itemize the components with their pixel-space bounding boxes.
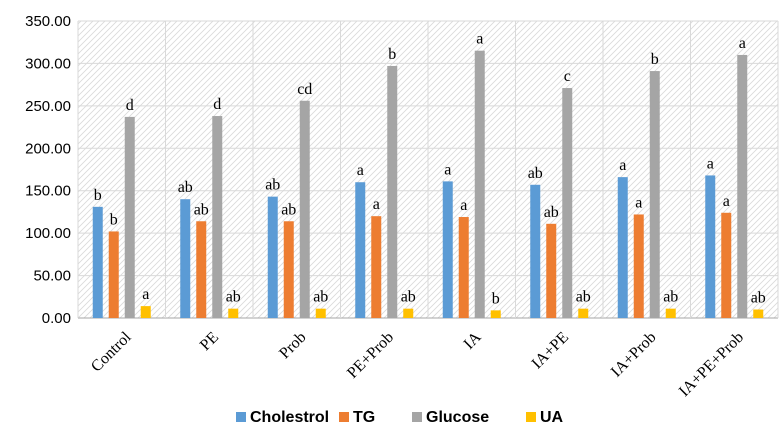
legend-swatch [236,412,246,422]
x-axis-ticks: Control PE Prob PE+Prob IA IA+PE IA+Prob IA+PE+… [88,328,747,400]
significance-label: c [564,68,571,85]
bar-cholestrol-pe [180,199,191,318]
significance-label: ab [194,201,209,218]
bar-cholestrol-ia-prob [617,177,628,318]
bar-tg-ia-pe [546,223,557,318]
bar-glucose-prob [299,100,310,318]
bar-ua-ia-pe [578,308,589,318]
bar-ua-pe-prob [403,308,414,318]
bar-glucose-ia-pe [562,88,573,318]
x-tick-label: IA+Prob [608,329,660,381]
y-tick-label: 0.00 [42,310,71,327]
bar-tg-pe-prob [371,216,382,318]
legend: Cholestrol TG Glucose UA [236,409,564,426]
bar-ua-ia-prob [665,308,676,318]
bars [92,50,764,319]
bar-tg-control [108,231,119,318]
significance-label: ab [528,165,543,182]
legend-swatch [339,412,349,422]
bar-ua-ia [490,310,501,318]
bar-cholestrol-ia-pe-prob [705,175,716,318]
significance-label: ab [544,204,559,221]
bar-cholestrol-ia [442,181,453,318]
significance-label: a [707,155,714,172]
bar-glucose-ia-pe-prob [737,54,748,318]
bar-ua-ia-pe-prob [753,309,764,318]
bar-glucose-pe-prob [387,65,398,318]
bar-cholestrol-control [92,206,103,318]
significance-label: ab [663,289,678,306]
significance-label: d [126,97,134,114]
x-tick-label: Prob [276,329,309,362]
significance-label: a [444,161,451,178]
bar-glucose-control [124,116,135,318]
bar-tg-ia-pe-prob [721,212,732,318]
significance-label: b [388,46,396,63]
significance-label: ab [178,179,193,196]
legend-swatch [526,412,536,422]
y-tick-label: 250.00 [25,98,71,115]
significance-label: b [651,51,659,68]
significance-labels: bbdaababdabababcdabaababaaabababcabaabab… [94,31,766,308]
legend-label: Glucose [426,409,489,426]
bar-cholestrol-pe-prob [355,182,366,318]
bar-glucose-pe [212,116,223,318]
y-tick-label: 150.00 [25,183,71,200]
bar-tg-ia-prob [633,214,644,318]
significance-label: ab [226,289,241,306]
y-tick-label: 100.00 [25,225,71,242]
legend-label: TG [353,409,375,426]
legend-swatch [412,412,422,422]
significance-label: a [460,197,467,214]
bar-cholestrol-prob [267,196,278,318]
x-tick-label: IA+PE [529,329,573,373]
x-tick-label: IA [461,328,485,352]
significance-label: a [357,162,364,179]
significance-label: ab [313,289,328,306]
legend-label: Cholestrol [250,409,329,426]
y-tick-label: 50.00 [33,268,71,285]
y-axis-ticks: 0.00 50.00 100.00 150.00 200.00 250.00 300.00 3… [25,13,71,327]
significance-label: ab [401,289,416,306]
significance-label: b [110,211,118,228]
bar-ua-pe [228,308,239,318]
y-tick-label: 200.00 [25,140,71,157]
gridlines [77,20,779,319]
bar-glucose-ia-prob [649,71,660,319]
significance-label: a [142,286,149,303]
significance-label: a [723,193,730,210]
significance-label: d [213,96,221,113]
x-tick-label: IA+PE+Prob [676,329,747,400]
significance-label: b [492,290,500,307]
bar-tg-prob [283,221,294,318]
significance-label: a [739,35,746,52]
bar-ua-control [140,306,151,318]
y-tick-label: 300.00 [25,55,71,72]
bar-cholestrol-ia-pe [530,184,541,318]
significance-label: ab [576,289,591,306]
significance-label: b [94,187,102,204]
significance-label: cd [297,81,312,98]
bar-tg-pe [196,221,207,318]
significance-label: ab [281,201,296,218]
x-tick-label: PE [197,329,222,354]
bar-ua-prob [315,308,326,318]
bar-tg-ia [458,217,469,318]
significance-label: a [476,31,483,48]
legend-label: UA [540,409,564,426]
significance-label: a [619,157,626,174]
y-tick-label: 350.00 [25,13,71,30]
significance-label: a [635,194,642,211]
significance-label: ab [265,177,280,194]
x-tick-label: PE+Prob [344,329,397,382]
significance-label: ab [751,290,766,307]
significance-label: a [373,196,380,213]
x-tick-label: Control [88,328,135,375]
bar-glucose-ia [474,50,485,318]
